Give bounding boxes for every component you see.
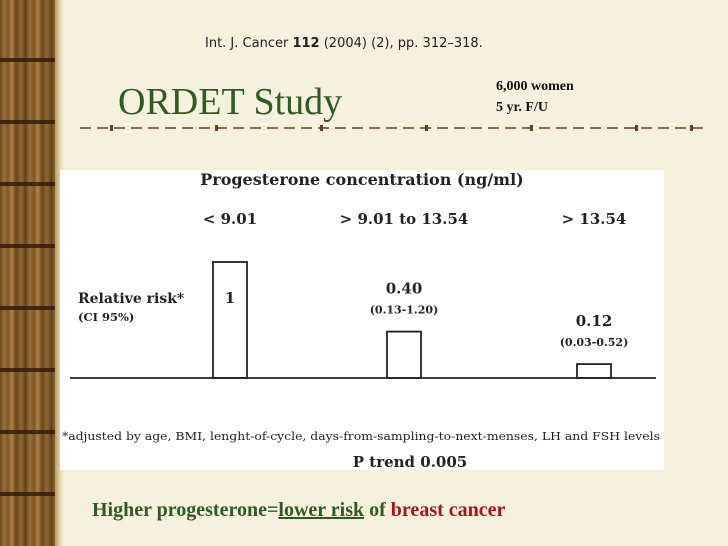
citation: Int. J. Cancer 112 (2004) (2), pp. 312–3… <box>205 36 565 51</box>
conclusion-part-1: Higher progesterone= <box>92 499 279 521</box>
chart-title: Progesterone concentration (ng/ml) <box>200 170 524 189</box>
category-label-3: > 13.54 <box>562 210 627 228</box>
value-label-3: 0.12 <box>576 312 613 330</box>
value-label-2: 0.40 <box>386 280 423 298</box>
y-axis-label: Relative risk* <box>78 291 185 307</box>
bars-group: 1 0.40 (0.13-1.20) 0.12 (0.03-0.52) <box>212 261 629 379</box>
category-label-1: < 9.01 <box>203 210 257 228</box>
study-info: 6,000 women 5 yr. F/U <box>496 76 574 118</box>
conclusion: Higher progesterone=lower risk of breast… <box>92 499 505 522</box>
p-trend: P trend 0.005 <box>353 453 467 470</box>
bar-2 <box>386 330 422 379</box>
study-info-followup: 5 yr. F/U <box>496 100 548 115</box>
chart-svg: Progesterone concentration (ng/ml) < 9.0… <box>62 170 660 470</box>
bamboo-border <box>0 0 55 546</box>
citation-journal: Int. J. Cancer <box>205 36 289 51</box>
ci-label-3: (0.03-0.52) <box>560 336 629 349</box>
y-axis-sublabel: (CI 95%) <box>78 310 134 324</box>
bamboo-border-edge <box>55 0 64 546</box>
title-divider <box>80 125 708 131</box>
chart-figure: Progesterone concentration (ng/ml) < 9.0… <box>60 170 664 470</box>
conclusion-part-3: of <box>364 499 391 521</box>
study-info-women: 6,000 women <box>496 79 574 94</box>
conclusion-breast-cancer: breast cancer <box>390 499 506 521</box>
citation-rest: (2004) (2), pp. 312–318. <box>323 36 483 51</box>
value-label-1: 1 <box>225 289 235 307</box>
category-label-2: > 9.01 to 13.54 <box>340 210 469 228</box>
ci-label-2: (0.13-1.20) <box>370 304 439 317</box>
bar-1 <box>212 261 248 379</box>
citation-volume: 112 <box>292 36 320 51</box>
chart-footnote: *adjusted by age, BMI, lenght-of-cycle, … <box>62 429 660 443</box>
bar-3 <box>576 363 612 379</box>
slide-title: ORDET Study <box>118 81 343 123</box>
conclusion-lower-risk: lower risk <box>278 499 365 521</box>
